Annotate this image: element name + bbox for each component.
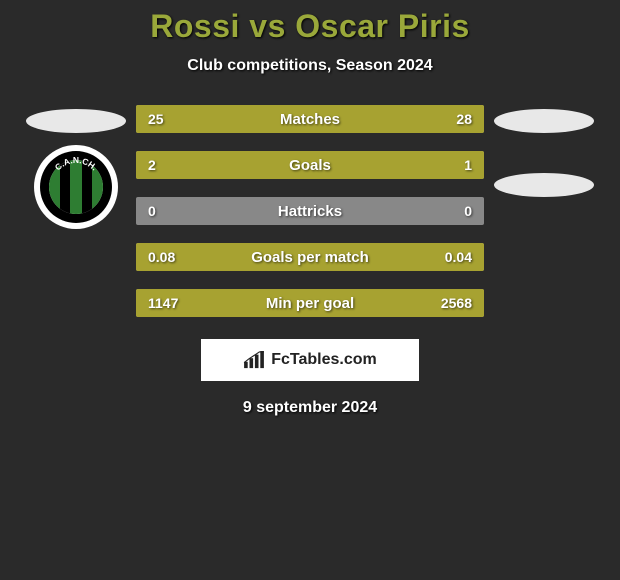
page-title: Rossi vs Oscar Piris xyxy=(0,8,620,45)
right-club-ellipse xyxy=(494,173,594,197)
right-column xyxy=(494,105,594,197)
stat-bar: 2528Matches xyxy=(136,105,484,133)
bar-left-fill xyxy=(136,151,369,179)
brand-text: FcTables.com xyxy=(271,351,377,369)
left-club-badge: C.A.N.CH. xyxy=(34,145,118,229)
bar-label: Hattricks xyxy=(136,197,484,225)
stat-bar: 11472568Min per goal xyxy=(136,289,484,317)
bar-value-left: 0 xyxy=(148,197,156,225)
stat-bar: 0 0Hattricks xyxy=(136,197,484,225)
stat-bar: 21Goals xyxy=(136,151,484,179)
left-column: C.A.N.CH. xyxy=(26,105,126,229)
left-player-ellipse xyxy=(26,109,126,133)
bar-value-right: 0 xyxy=(464,197,472,225)
stat-bar: 0.080.04Goals per match xyxy=(136,243,484,271)
bar-value-left: 0.08 xyxy=(148,243,175,271)
bars-icon xyxy=(243,351,265,369)
right-player-ellipse xyxy=(494,109,594,133)
bar-value-left: 1147 xyxy=(148,289,178,317)
bar-value-right: 1 xyxy=(464,151,472,179)
brand-box[interactable]: FcTables.com xyxy=(201,339,419,381)
bar-value-right: 2568 xyxy=(441,289,472,317)
date-text: 9 september 2024 xyxy=(0,399,620,417)
bar-value-left: 2 xyxy=(148,151,156,179)
subtitle: Club competitions, Season 2024 xyxy=(0,57,620,75)
bar-value-left: 25 xyxy=(148,105,164,133)
bar-value-right: 28 xyxy=(456,105,472,133)
club-badge-svg: C.A.N.CH. xyxy=(34,145,118,229)
bar-value-right: 0.04 xyxy=(445,243,472,271)
content-row: C.A.N.CH. 2528Matches21Goals00Hattricks0… xyxy=(0,105,620,317)
comparison-widget: Rossi vs Oscar Piris Club competitions, … xyxy=(0,0,620,417)
stat-bars: 2528Matches21Goals00Hattricks0.080.04Goa… xyxy=(136,105,484,317)
